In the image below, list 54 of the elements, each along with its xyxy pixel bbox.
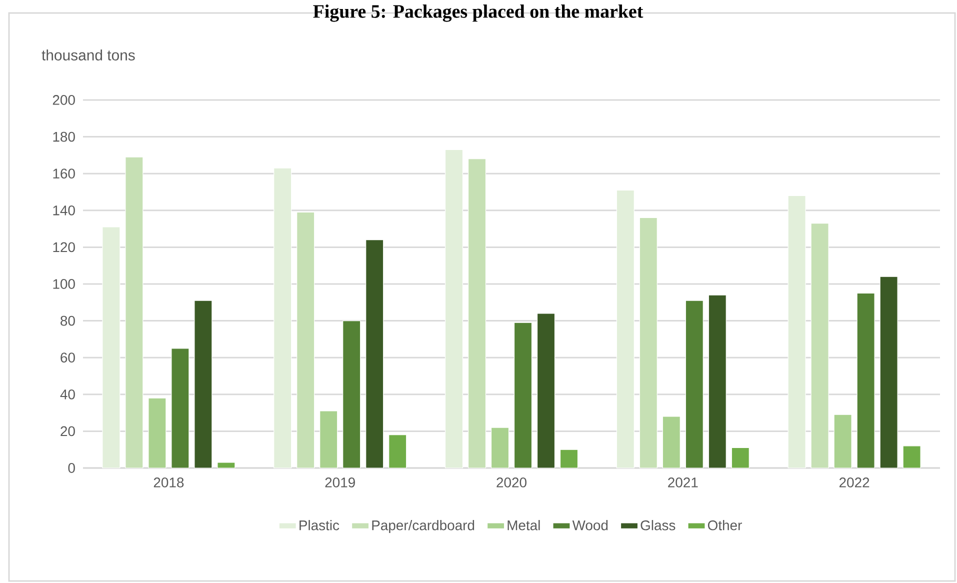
x-tick-label: 2020 — [496, 478, 526, 488]
x-tick-label: 2022 — [839, 478, 870, 488]
y-tick-label: 100 — [53, 279, 75, 289]
bar — [788, 195, 806, 468]
legend-label: Plastic — [300, 520, 340, 530]
bar — [536, 313, 556, 468]
bar — [560, 449, 578, 468]
bar — [685, 300, 704, 468]
y-tick-label: 200 — [52, 95, 75, 105]
y-tick-label: 60 — [60, 352, 75, 363]
y-tick-label: 40 — [60, 389, 75, 400]
y-axis-title: thousand tons — [42, 50, 135, 60]
bar — [342, 320, 361, 468]
bar — [388, 434, 407, 468]
y-tick-label: 180 — [53, 132, 75, 142]
chart-title: Figure 5: Packages placed on the market — [313, 4, 644, 22]
bar — [490, 427, 510, 468]
x-tick-label: 2021 — [668, 478, 698, 488]
legend-label: Other — [708, 520, 742, 530]
y-tick-label: 0 — [68, 463, 75, 473]
bar — [902, 446, 921, 468]
bar — [102, 226, 120, 468]
bar — [194, 300, 212, 468]
bar — [366, 240, 384, 468]
bar — [444, 149, 464, 468]
bar — [468, 158, 486, 468]
bar — [148, 398, 166, 468]
bar — [514, 322, 532, 468]
y-tick-label: 120 — [53, 242, 75, 252]
legend-label: Paper/cardboard — [372, 520, 474, 534]
y-tick-label: 80 — [60, 316, 75, 326]
legend-label: Wood — [572, 520, 608, 530]
bar — [171, 348, 190, 468]
bar — [880, 276, 898, 468]
legend-label: Metal — [508, 520, 540, 530]
x-tick-label: 2019 — [325, 478, 355, 488]
bar — [296, 212, 315, 468]
bar — [639, 217, 658, 468]
bar — [616, 190, 634, 468]
y-tick-label: 140 — [53, 205, 75, 216]
bar — [834, 414, 852, 468]
bar — [217, 462, 236, 468]
bar — [708, 294, 726, 468]
y-tick-label: 160 — [53, 168, 75, 179]
bar — [274, 168, 292, 468]
x-tick-label: 2018 — [154, 478, 184, 488]
bar — [856, 292, 875, 468]
bar — [731, 447, 750, 468]
y-tick-label: 20 — [60, 426, 75, 436]
bar — [662, 416, 680, 468]
bar — [125, 156, 144, 468]
bar — [810, 222, 829, 468]
legend-label: Glass — [640, 520, 676, 530]
bar — [320, 410, 338, 468]
